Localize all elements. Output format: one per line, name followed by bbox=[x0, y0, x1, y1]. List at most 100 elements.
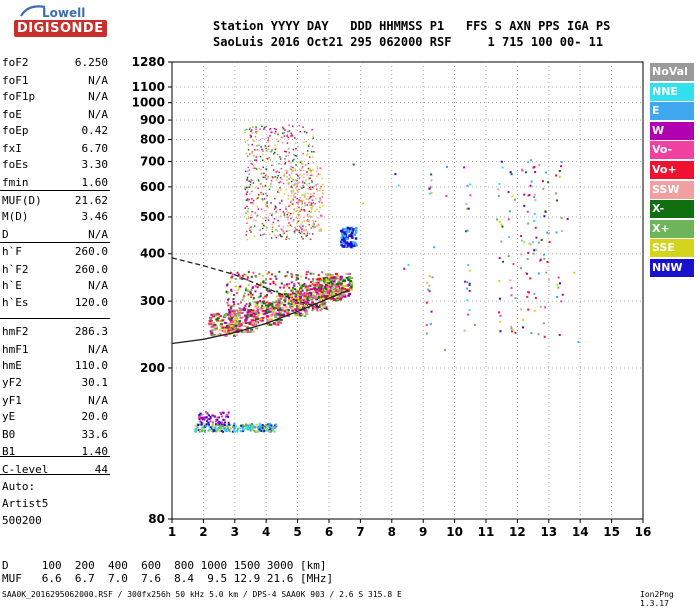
spread-f-point bbox=[299, 225, 301, 228]
f2-echo-point bbox=[279, 297, 282, 300]
f2-echo-point bbox=[306, 296, 310, 299]
sparse-echo-point bbox=[464, 280, 467, 283]
oblique-echo-point bbox=[345, 227, 348, 231]
f2-echo-point bbox=[325, 287, 328, 290]
spread-f-point bbox=[251, 198, 253, 200]
es-echo-point bbox=[210, 427, 213, 430]
spread-f-point bbox=[269, 135, 271, 137]
es-echo-point bbox=[266, 427, 269, 430]
spread-f-point bbox=[267, 148, 270, 150]
param-name: foF2 bbox=[2, 56, 29, 69]
f2-echo-point bbox=[290, 281, 293, 284]
spread-f-point bbox=[307, 192, 309, 195]
spread-f-point bbox=[257, 180, 260, 182]
f2-echo-point bbox=[228, 313, 232, 316]
f2-echo-point bbox=[303, 315, 307, 318]
f2-echo-point bbox=[263, 312, 267, 315]
spread-f-point bbox=[304, 204, 306, 207]
f2-echo-point bbox=[256, 311, 260, 314]
f2-echo-point bbox=[336, 298, 340, 301]
f2-echo-point bbox=[284, 306, 288, 309]
spread-f-point bbox=[275, 210, 278, 213]
y-tick-label: 900 bbox=[140, 113, 165, 127]
f2-echo-point bbox=[245, 289, 248, 292]
f2-echo-point bbox=[312, 281, 315, 284]
f2-echo-point bbox=[272, 281, 275, 284]
sparse-echo-point bbox=[534, 171, 537, 174]
f2-echo-point bbox=[343, 293, 347, 296]
f2-echo-point bbox=[326, 290, 330, 293]
spread-f-point bbox=[259, 234, 262, 236]
spread-f-point bbox=[266, 195, 268, 197]
f2-echo-point bbox=[316, 282, 320, 285]
f2-echo-point bbox=[245, 328, 249, 331]
param-name: h`F bbox=[2, 245, 22, 258]
spread-f-point bbox=[276, 170, 279, 172]
sparse-echo-point bbox=[428, 187, 431, 190]
f2-echo-point bbox=[330, 282, 334, 285]
spread-f-point bbox=[276, 191, 279, 193]
spread-f-point bbox=[283, 175, 286, 177]
spread-f-point bbox=[301, 202, 304, 204]
es-echo-point bbox=[251, 429, 254, 432]
f2-echo-point bbox=[286, 285, 289, 288]
f2-echo-point bbox=[323, 301, 327, 304]
es-echo-point bbox=[249, 428, 252, 431]
es-echo-point bbox=[268, 428, 271, 431]
spread-f-point bbox=[266, 158, 269, 160]
spread-f-point bbox=[246, 238, 249, 241]
f2-echo-point bbox=[246, 289, 249, 292]
spread-f-point bbox=[319, 196, 321, 199]
f2-echo-point bbox=[252, 315, 256, 318]
f2-echo-point bbox=[256, 309, 259, 312]
spread-f-point bbox=[262, 186, 264, 188]
es-echo-point bbox=[208, 418, 211, 421]
sparse-echo-point bbox=[527, 161, 530, 164]
sparse-echo-point bbox=[498, 257, 501, 260]
es-echo-point bbox=[225, 415, 228, 418]
f2-echo-point bbox=[248, 290, 251, 293]
f2-echo-point bbox=[257, 296, 260, 299]
param-name: yF1 bbox=[2, 394, 22, 407]
es-echo-point bbox=[260, 428, 263, 431]
f2-echo-point bbox=[329, 298, 333, 301]
sparse-echo-point bbox=[529, 184, 532, 187]
f2-echo-point bbox=[338, 298, 342, 301]
es-echo-point bbox=[268, 430, 271, 433]
f2-echo-point bbox=[239, 316, 243, 319]
f2-echo-point bbox=[228, 308, 231, 311]
header-row-values: SaoLuis 2016 Oct21 295 062000 RSF 1 715 … bbox=[213, 35, 604, 49]
es-echo-point bbox=[239, 427, 242, 430]
oblique-echo-point bbox=[340, 229, 343, 233]
f2-echo-point bbox=[248, 330, 252, 333]
f2-echo-point bbox=[230, 289, 233, 292]
spread-f-point bbox=[292, 148, 295, 151]
f2-echo-point bbox=[336, 277, 340, 280]
f2-echo-point bbox=[279, 286, 282, 289]
f2-echo-point bbox=[305, 312, 309, 315]
spread-f-point bbox=[306, 183, 308, 186]
logo-digisonde: DIGISONDE bbox=[14, 20, 107, 37]
f2-echo-point bbox=[319, 277, 322, 280]
spread-f-point bbox=[308, 143, 310, 146]
f2-echo-point bbox=[235, 309, 239, 312]
spread-f-point bbox=[259, 229, 261, 231]
legend-item: X+ bbox=[650, 219, 694, 238]
f2-echo-point bbox=[321, 301, 325, 304]
f2-echo-point bbox=[237, 288, 240, 291]
spread-f-point bbox=[282, 126, 284, 129]
f2-echo-point bbox=[320, 295, 323, 298]
es-echo-point bbox=[219, 426, 222, 429]
sparse-echo-point bbox=[466, 299, 469, 302]
spread-f-point bbox=[255, 159, 258, 161]
f2-echo-point bbox=[316, 285, 320, 288]
spread-f-point bbox=[255, 132, 258, 135]
spread-f-point bbox=[260, 191, 262, 194]
spread-f-point bbox=[252, 199, 255, 202]
spread-f-point bbox=[306, 219, 309, 221]
f2-echo-point bbox=[305, 309, 308, 312]
spread-f-point bbox=[318, 224, 320, 226]
f2-echo-point bbox=[236, 291, 239, 294]
f2-echo-point bbox=[278, 270, 281, 273]
spread-f-point bbox=[290, 200, 293, 203]
